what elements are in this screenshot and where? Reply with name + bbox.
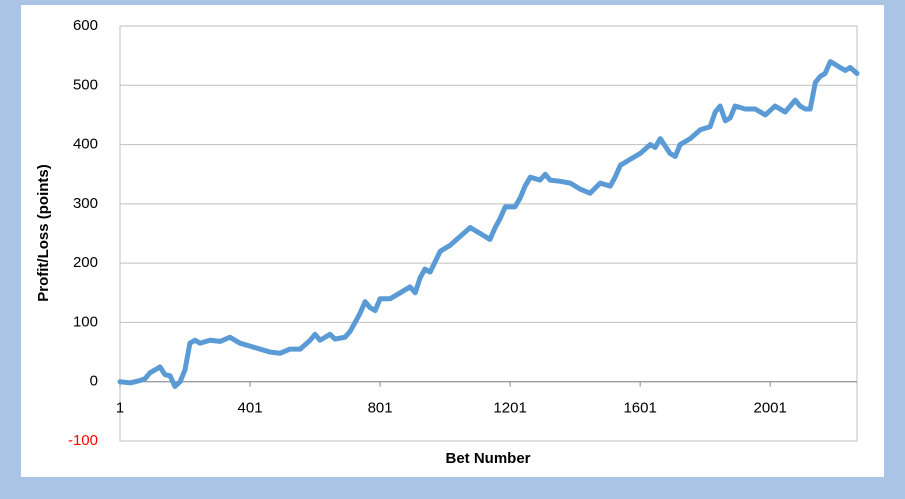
x-tick-label: 801 (368, 400, 393, 417)
y-tick-label: 500 (73, 76, 98, 93)
x-tick-label: 2001 (754, 400, 787, 417)
data-line (117, 59, 860, 389)
x-tick-label: 1201 (493, 400, 526, 417)
x-tick-label: 401 (238, 400, 263, 417)
y-tick-label: 100 (73, 313, 98, 330)
y-tick-label: 400 (73, 136, 98, 153)
y-axis-title: Profit/Loss (points) (35, 164, 52, 302)
y-tick-label: -100 (68, 432, 98, 449)
y-tick-label: 200 (73, 254, 98, 271)
x-axis-title: Bet Number (445, 450, 530, 467)
x-tick-label: 1 (116, 400, 124, 417)
plot-area (119, 25, 858, 442)
y-tick-label: 600 (73, 17, 98, 34)
y-tick-label: 0 (90, 373, 98, 390)
y-tick-label: 300 (73, 195, 98, 212)
x-tick-label: 1601 (623, 400, 656, 417)
